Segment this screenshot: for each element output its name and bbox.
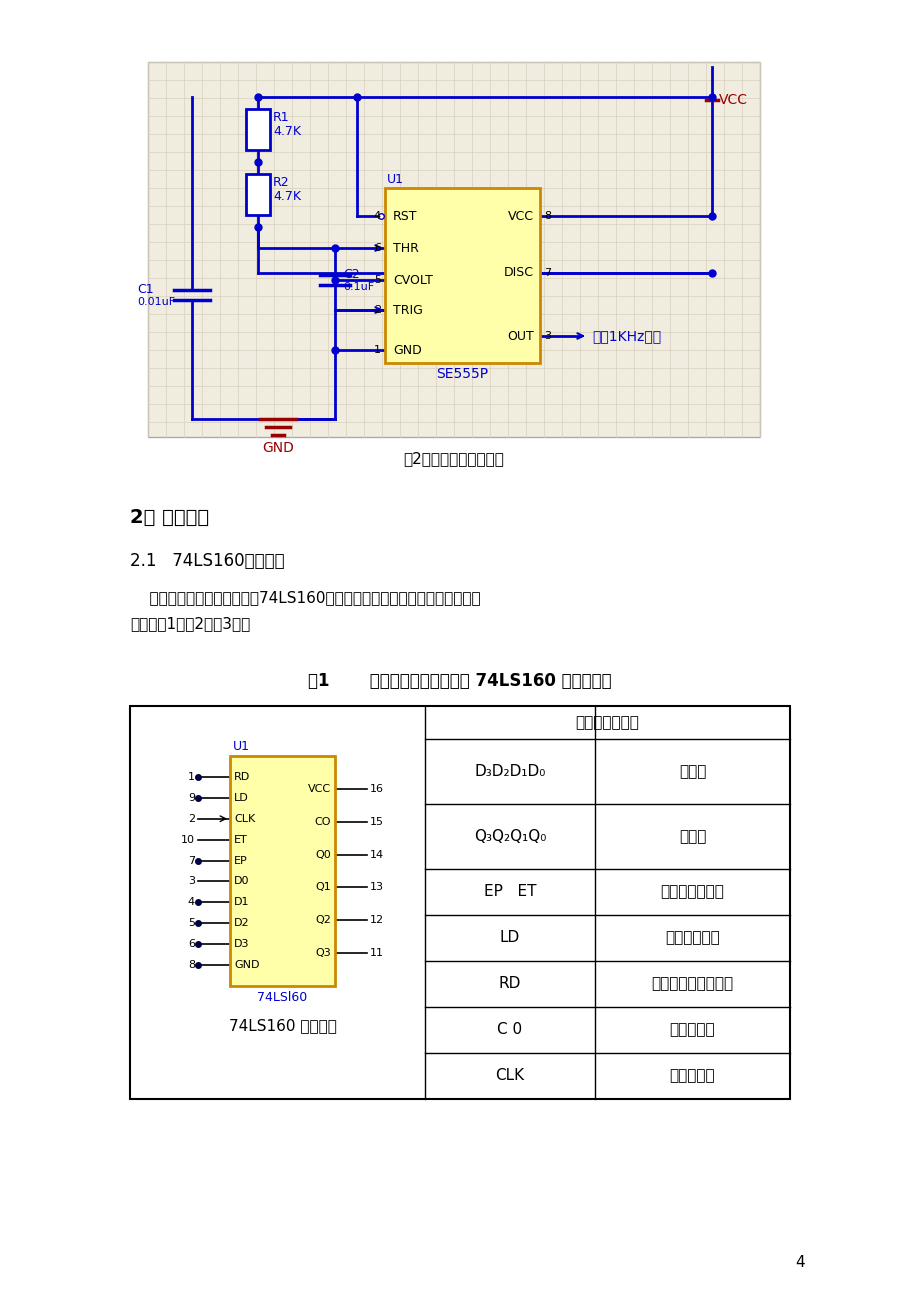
Text: 2.1   74LS160芯片介绍: 2.1 74LS160芯片介绍 — [130, 552, 284, 570]
Text: Q0: Q0 — [315, 850, 331, 859]
Text: C2: C2 — [343, 268, 359, 281]
Text: U1: U1 — [387, 173, 403, 186]
Text: CVOLT: CVOLT — [392, 273, 433, 286]
Text: 74LS160 逻辑符号: 74LS160 逻辑符号 — [228, 1018, 336, 1032]
Text: 表1       设计过程中所画的图中 74LS160 的引脚介绍: 表1 设计过程中所画的图中 74LS160 的引脚介绍 — [308, 672, 611, 690]
Text: 在本设计过程中将多次用到74LS160，这里对它的引脚图以及功能做一下介: 在本设计过程中将多次用到74LS160，这里对它的引脚图以及功能做一下介 — [130, 590, 480, 605]
Bar — [245, 109, 269, 150]
Text: GND: GND — [262, 441, 293, 454]
Text: RD: RD — [498, 976, 521, 992]
Text: 8: 8 — [543, 211, 550, 221]
Text: 4: 4 — [794, 1255, 804, 1269]
Text: RD: RD — [233, 772, 250, 783]
Text: Q2: Q2 — [315, 915, 331, 926]
Text: VCC: VCC — [507, 210, 533, 223]
Text: GND: GND — [392, 344, 421, 357]
Text: 4: 4 — [187, 897, 195, 907]
Text: Q₃Q₂Q₁Q₀: Q₃Q₂Q₁Q₀ — [473, 829, 546, 844]
Text: 13: 13 — [369, 883, 383, 892]
Text: 工作状态控制端: 工作状态控制端 — [660, 884, 723, 900]
Text: Q1: Q1 — [315, 883, 331, 892]
Text: 3: 3 — [543, 331, 550, 341]
Text: 3: 3 — [187, 876, 195, 887]
Text: 输兴1KHz信号: 输兴1KHz信号 — [591, 329, 661, 342]
Text: 0.01uF: 0.01uF — [137, 297, 175, 307]
Text: U1: U1 — [233, 740, 250, 753]
Text: 6: 6 — [374, 243, 380, 253]
Text: 预置数控制端: 预置数控制端 — [664, 931, 719, 945]
Text: 12: 12 — [369, 915, 384, 926]
Text: D2: D2 — [233, 918, 249, 928]
Text: LD: LD — [233, 793, 248, 803]
Text: GND: GND — [233, 960, 259, 970]
Text: 6: 6 — [187, 939, 195, 949]
Text: 4: 4 — [373, 211, 380, 221]
Text: 置数端: 置数端 — [678, 764, 706, 779]
Text: 10: 10 — [181, 835, 195, 845]
Text: C1: C1 — [137, 283, 153, 296]
Text: R1: R1 — [273, 111, 289, 124]
Text: 2: 2 — [187, 814, 195, 824]
Text: 1: 1 — [187, 772, 195, 783]
Text: THR: THR — [392, 241, 418, 254]
Text: DISC: DISC — [504, 267, 533, 280]
Text: 8: 8 — [187, 960, 195, 970]
Text: 各引脚顿的名称: 各引脚顿的名称 — [575, 715, 639, 730]
Text: Q3: Q3 — [315, 948, 331, 958]
Text: D1: D1 — [233, 897, 249, 907]
Text: 图2信号发生电路原理图: 图2信号发生电路原理图 — [403, 450, 504, 466]
Text: TRIG: TRIG — [392, 303, 423, 316]
Text: 进位输出端: 进位输出端 — [669, 1022, 715, 1038]
Text: CLK: CLK — [495, 1069, 524, 1083]
Text: 异步置零（复位）端: 异步置零（复位）端 — [651, 976, 732, 992]
Text: D₃D₂D₁D₀: D₃D₂D₁D₀ — [474, 764, 545, 779]
Text: RST: RST — [392, 210, 417, 223]
Text: 15: 15 — [369, 816, 383, 827]
Text: 11: 11 — [369, 948, 383, 958]
Text: D0: D0 — [233, 876, 249, 887]
Text: 4.7K: 4.7K — [273, 125, 301, 138]
Text: R2: R2 — [273, 176, 289, 189]
Text: 7: 7 — [187, 855, 195, 866]
Text: SE555P: SE555P — [436, 367, 488, 381]
Text: 信号输入端: 信号输入端 — [669, 1069, 715, 1083]
Text: ET: ET — [233, 835, 247, 845]
Text: EP: EP — [233, 855, 247, 866]
Text: 16: 16 — [369, 784, 383, 794]
Text: VCC: VCC — [308, 784, 331, 794]
Text: 1: 1 — [374, 345, 380, 355]
Bar — [230, 756, 335, 986]
Text: 2、 分频电路: 2、 分频电路 — [130, 508, 209, 527]
Text: C 0: C 0 — [497, 1022, 522, 1038]
Text: VCC: VCC — [719, 92, 747, 107]
Bar — [245, 174, 269, 215]
Text: 7: 7 — [543, 268, 550, 279]
Text: D3: D3 — [233, 939, 249, 949]
Text: CLK: CLK — [233, 814, 255, 824]
Bar — [384, 187, 539, 363]
Text: 2: 2 — [373, 305, 380, 315]
Text: LD: LD — [499, 931, 519, 945]
Text: 5: 5 — [374, 275, 380, 285]
Text: 9: 9 — [187, 793, 195, 803]
Bar — [148, 62, 759, 437]
Bar — [130, 706, 789, 1099]
Text: 0.1uF: 0.1uF — [343, 283, 374, 292]
Text: EP   ET: EP ET — [483, 884, 536, 900]
Text: 输出端: 输出端 — [678, 829, 706, 844]
Text: OUT: OUT — [506, 329, 533, 342]
Text: CO: CO — [314, 816, 331, 827]
Text: 14: 14 — [369, 850, 384, 859]
Text: 74LSl60: 74LSl60 — [257, 991, 307, 1004]
Text: 4.7K: 4.7K — [273, 190, 301, 203]
Text: 绍（如表1、表2、表3）。: 绍（如表1、表2、表3）。 — [130, 616, 250, 631]
Text: 5: 5 — [187, 918, 195, 928]
